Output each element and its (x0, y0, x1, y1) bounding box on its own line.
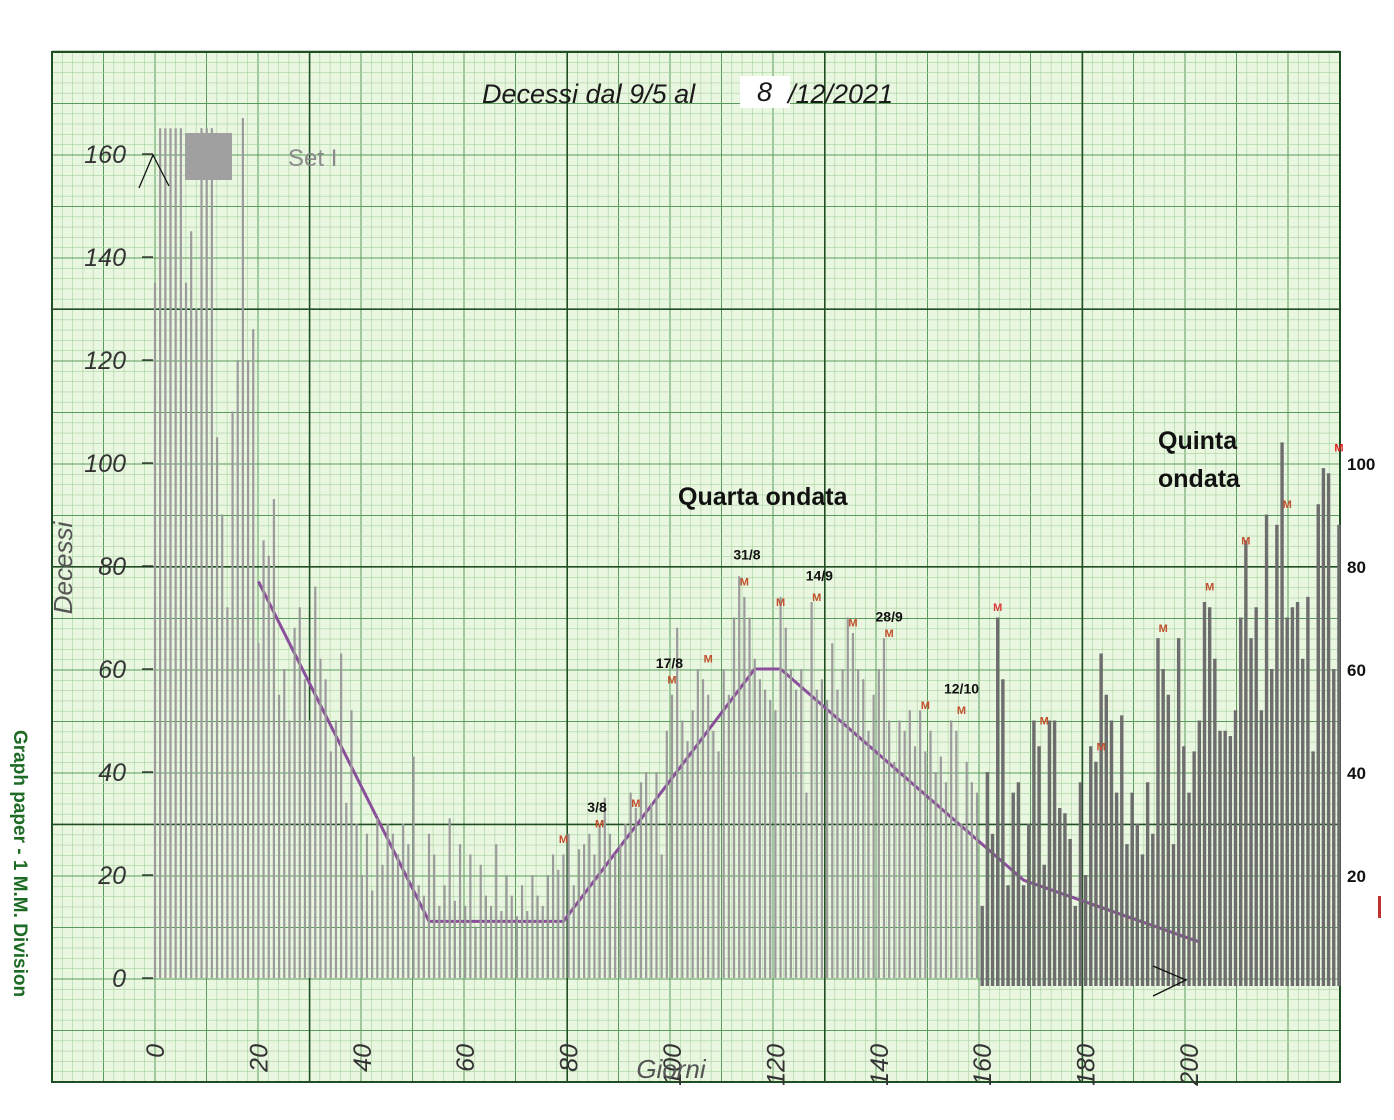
title-date-box (740, 76, 790, 108)
date-label: 3/8 (587, 799, 607, 815)
date-label: 12/10 (944, 681, 979, 697)
x-tick-label: 200 (1176, 1044, 1204, 1087)
legend-label: Set I (288, 145, 337, 172)
marker-label: M (667, 674, 676, 686)
y-tick-label: 60 (98, 656, 126, 684)
marker-group: M M M M M M M M M M M M M M M M M M M M 3/8 17/8 31/8 14/9 28/9 1… (559, 443, 1344, 846)
x-tick-label: 80 (556, 1044, 584, 1072)
trend-group (257, 580, 1200, 944)
chart-title-part-2: /12/2021 (786, 79, 893, 109)
marker-label: M (740, 576, 749, 588)
y-tick-label: 40 (98, 759, 126, 787)
graph-paper-label-text: Graph paper - 1 M.M. Division (9, 730, 30, 998)
marker-label: M (559, 834, 568, 846)
marker-label: M (993, 602, 1002, 614)
date-label: 14/9 (806, 567, 833, 583)
y-tick-label-right: 20 (1347, 867, 1366, 886)
quarta-ondata-label: Quarta ondata (678, 483, 849, 511)
marker-label: M (1283, 499, 1292, 511)
x-tick-label: 140 (866, 1044, 894, 1086)
y-tick-label-right: 40 (1347, 764, 1366, 783)
y-tick-label: 0 (112, 965, 126, 993)
y-tick-label: 120 (84, 347, 126, 375)
marker-label: M (848, 618, 857, 630)
marker-label: M (1241, 535, 1250, 547)
marker-label: M (704, 654, 713, 666)
y-tick-label: 20 (97, 862, 126, 890)
legend-swatch (185, 133, 232, 180)
bars (153, 117, 1341, 986)
x-tick-label: 20 (245, 1044, 273, 1073)
x-tick-label: 180 (1073, 1044, 1101, 1086)
quinta-ondata-label: ondata (1158, 465, 1241, 493)
chart-title-day: 8 (757, 77, 772, 107)
x-tick-label: 0 (142, 1044, 170, 1058)
y-tick-label: 140 (84, 244, 126, 272)
marker-label: M (1097, 741, 1106, 753)
x-tick-label: 60 (452, 1044, 480, 1072)
y-tick-label-right: 60 (1347, 661, 1366, 680)
quinta-label: Quinta (1158, 427, 1238, 455)
x-axis-label: Giorni (636, 1054, 707, 1084)
peak-arrow-icon (138, 153, 170, 189)
x-tick-label: 100 (659, 1044, 687, 1086)
end-arrow-icon (1152, 965, 1188, 997)
date-label: 28/9 (876, 609, 903, 625)
y-tick-label: 160 (84, 141, 126, 169)
marker-label: M (1205, 582, 1214, 594)
chart-title-part-1: Decessi dal 9/5 al (482, 79, 696, 109)
marker-label: M (1040, 716, 1049, 728)
marker-label: M (1159, 623, 1168, 635)
y-tick-label-right: 100 (1347, 455, 1375, 474)
x-tick-label: 40 (349, 1044, 377, 1072)
axes: 0 20 40 60 80 100 120 140 160 0 20 40 60 80 100 120 140 1… (84, 141, 1375, 1087)
y-tick-label-right: 80 (1347, 558, 1366, 577)
marker-label: M (776, 597, 785, 609)
marker-label: M (885, 628, 894, 640)
marker-label: M (812, 592, 821, 604)
x-tick-label: 160 (969, 1044, 997, 1086)
marker-label: M (921, 700, 930, 712)
trend-line (257, 580, 1200, 944)
marker-label: M (957, 705, 966, 717)
marker-label: M (1334, 443, 1343, 455)
date-label: 17/8 (656, 655, 683, 671)
marker-label: M (631, 798, 640, 810)
date-label: 31/8 (733, 547, 760, 563)
y-tick-label: 100 (84, 450, 126, 478)
chart-title: Decessi dal 9/5 al (482, 79, 696, 109)
marker-label: M (595, 819, 604, 831)
graph-paper-label: Graph paper - 1 M.M. Division (6, 730, 38, 1090)
red-mark (1378, 896, 1381, 918)
y-axis-label: Decessi (48, 521, 78, 615)
y-tick-label: 80 (98, 553, 126, 581)
x-tick-label: 120 (762, 1044, 790, 1086)
